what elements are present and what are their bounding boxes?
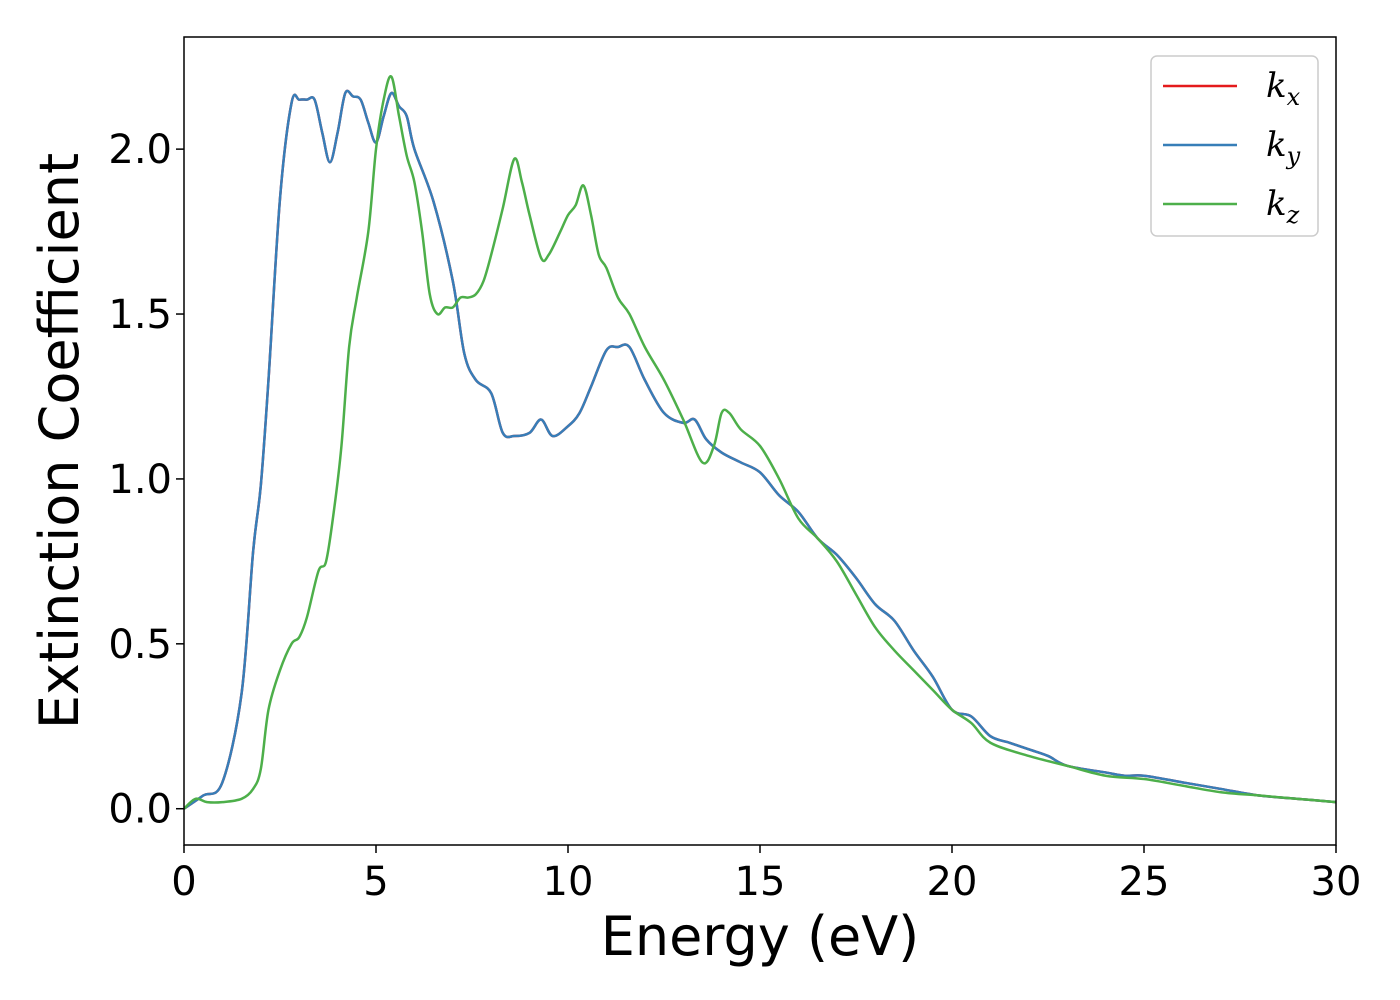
- x-tick-label: 0: [171, 859, 196, 905]
- y-tick-label: 0.0: [108, 787, 172, 833]
- x-tick-label: 10: [543, 859, 594, 905]
- legend-label-kx: kx: [1266, 66, 1301, 111]
- y-tick-label: 1.0: [108, 457, 172, 503]
- y-tick-label: 1.5: [108, 292, 172, 338]
- x-tick-label: 5: [363, 859, 388, 905]
- series-layer: [184, 75, 1336, 810]
- x-axis-label: Energy (eV): [601, 905, 920, 968]
- series-line-kz: [184, 75, 1336, 810]
- y-axis-label: Extinction Coefficient: [28, 153, 91, 729]
- legend-label-ky: ky: [1266, 125, 1301, 170]
- ticks-layer: 0 5 10 15 20 25 30 0.0 0.5 1.0 1.5 2.0: [108, 127, 1361, 905]
- series-line-ky: [184, 89, 1336, 810]
- legend-label-kz: kz: [1266, 184, 1300, 229]
- legend: kx ky kz: [1150, 55, 1319, 237]
- x-tick-label: 25: [1119, 859, 1170, 905]
- y-tick-label: 0.5: [108, 622, 172, 668]
- x-tick-label: 30: [1311, 859, 1362, 905]
- y-tick-label: 2.0: [108, 127, 172, 173]
- x-tick-label: 20: [927, 859, 978, 905]
- x-tick-label: 15: [735, 859, 786, 905]
